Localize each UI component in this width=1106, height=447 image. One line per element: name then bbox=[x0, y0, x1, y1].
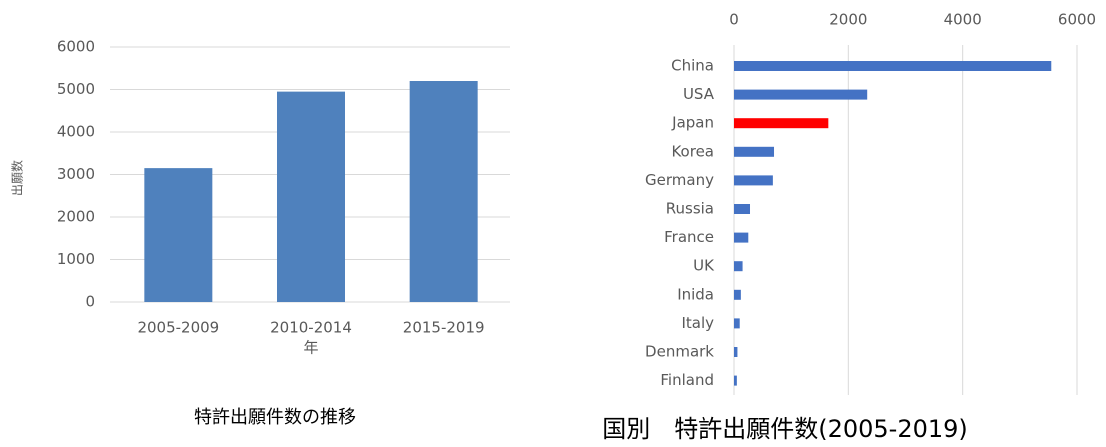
y-tick-label: Italy bbox=[681, 314, 714, 332]
x-tick-label: 4000 bbox=[944, 11, 982, 29]
bar bbox=[144, 168, 213, 302]
bar bbox=[734, 261, 743, 272]
y-tick-label: Finland bbox=[660, 371, 714, 389]
y-tick-label: 5000 bbox=[57, 80, 95, 98]
y-tick-label: Denmark bbox=[645, 343, 714, 361]
y-tick-label: USA bbox=[683, 85, 715, 103]
x-tick-label: 2010-2014 bbox=[270, 319, 352, 337]
y-tick-label: Inida bbox=[677, 285, 714, 303]
bar bbox=[409, 81, 478, 302]
bar bbox=[734, 375, 737, 386]
y-tick-label: China bbox=[671, 57, 714, 75]
y-tick-label: 0 bbox=[85, 293, 95, 311]
y-tick-label: Korea bbox=[671, 142, 714, 160]
y-tick-label: 1000 bbox=[57, 250, 95, 268]
x-tick-label: 0 bbox=[729, 11, 739, 29]
y-tick-label: Germany bbox=[645, 171, 714, 189]
bar bbox=[734, 61, 1052, 71]
x-tick-label: 2000 bbox=[829, 11, 867, 29]
bar bbox=[734, 232, 749, 243]
x-tick-label: 2005-2009 bbox=[137, 319, 219, 337]
y-tick-label: 6000 bbox=[57, 38, 95, 56]
bar bbox=[734, 175, 773, 186]
bar bbox=[734, 347, 738, 357]
y-tick-label: 3000 bbox=[57, 165, 95, 183]
bar bbox=[734, 289, 741, 300]
bar bbox=[734, 146, 775, 157]
y-tick-label: Japan bbox=[671, 114, 714, 132]
chart-title: 特許出願件数の推移 bbox=[194, 407, 356, 428]
bar bbox=[734, 318, 740, 329]
bar bbox=[277, 91, 345, 302]
y-tick-label: 4000 bbox=[57, 123, 95, 141]
y-tick-label: Russia bbox=[666, 200, 714, 218]
chart-title: 国別 特許出願件数(2005-2019) bbox=[602, 415, 968, 443]
x-tick-label: 2015-2019 bbox=[403, 319, 485, 337]
bar bbox=[734, 204, 751, 214]
y-tick-label: 2000 bbox=[57, 208, 95, 226]
y-axis-label: 出願数 bbox=[10, 160, 25, 196]
x-axis-label: 年 bbox=[303, 339, 318, 357]
bar bbox=[734, 118, 829, 129]
y-tick-label: France bbox=[664, 228, 714, 246]
bar bbox=[734, 89, 868, 100]
y-tick-label: UK bbox=[693, 257, 715, 275]
x-tick-label: 6000 bbox=[1058, 11, 1096, 29]
